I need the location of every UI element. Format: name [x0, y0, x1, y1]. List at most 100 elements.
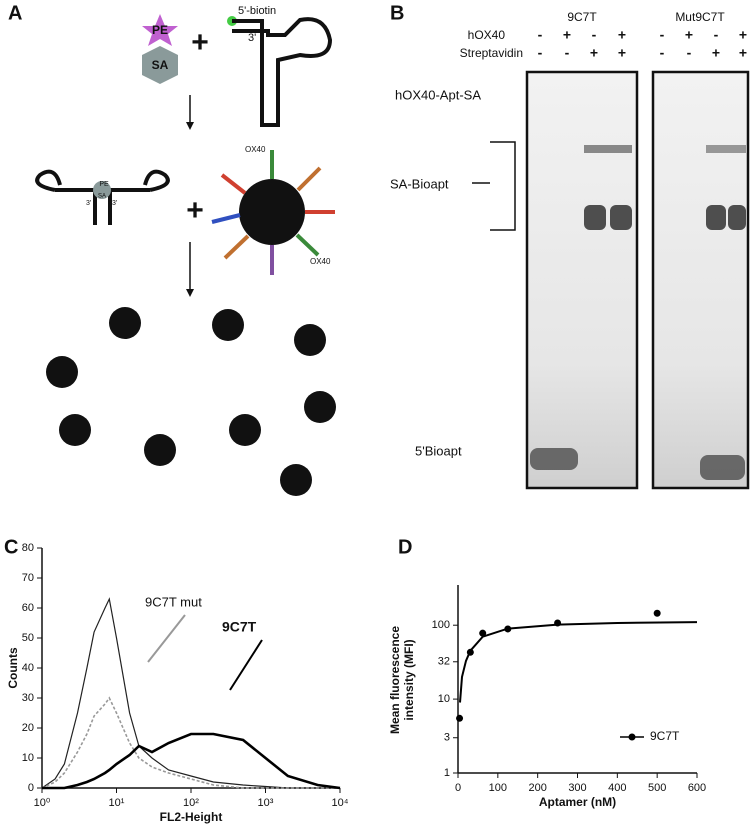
x-tick-label: 600	[688, 782, 706, 794]
lane-sign: -	[660, 27, 665, 43]
three-prime: 3'	[248, 32, 256, 44]
panel-b: B	[390, 2, 750, 490]
lane-sign: +	[739, 45, 747, 61]
x-axis-title: Aptamer (nM)	[539, 795, 616, 809]
annotation-arrow	[229, 639, 263, 691]
lane-sign: +	[618, 45, 626, 61]
y-tick-label: 3	[444, 732, 450, 744]
band-label: hOX40-Apt-SA	[395, 87, 481, 102]
data-point	[456, 714, 464, 722]
y-axis-title: Mean fluorescence	[388, 626, 402, 734]
y-tick-label: 10	[22, 752, 34, 764]
bracket	[472, 141, 516, 231]
y-tick-label: 1	[444, 767, 450, 779]
sa-shape	[142, 46, 178, 84]
complex-sa	[93, 181, 111, 199]
y-axis-title: Counts	[6, 647, 20, 689]
lane-sign: +	[618, 27, 626, 43]
gel-bands	[530, 145, 746, 480]
x-tick-label: 10⁰	[34, 797, 51, 809]
lane-sign: -	[660, 45, 665, 61]
lane-sign: +	[685, 27, 693, 43]
y-tick-label: 60	[22, 602, 34, 614]
x-tick-label: 10¹	[109, 797, 125, 809]
lane-sign: +	[739, 27, 747, 43]
lane-sign: +	[563, 27, 571, 43]
pe-shape	[142, 14, 178, 46]
ox40-label: OX40	[245, 145, 266, 154]
arrow-head	[186, 289, 194, 297]
gel	[525, 70, 639, 490]
x-tick-label: 10²	[183, 797, 199, 809]
annotation-arrow	[147, 614, 186, 663]
lane-sign: -	[565, 45, 570, 61]
row-label: Streptavidin	[460, 46, 523, 60]
series-annotation: 9C7T mut	[145, 594, 202, 609]
data-point	[504, 625, 512, 633]
complex-pe-label: PE	[99, 181, 109, 188]
panel-a: A PE SA + 5'-biotin 3' PE SA 3' 3' + OX4…	[8, 2, 336, 496]
lane-sign: -	[687, 45, 692, 61]
x-tick-label: 0	[455, 782, 461, 794]
lane-sign: -	[714, 27, 719, 43]
panel-label: D	[398, 536, 412, 558]
lane-sign: -	[538, 45, 543, 61]
y-tick-label: 10	[438, 693, 450, 705]
y-tick-label: 100	[432, 619, 450, 631]
y-tick-label: 0	[28, 782, 34, 794]
series-annotation: 9C7T	[222, 619, 257, 635]
histogram-line	[42, 732, 341, 790]
y-tick-label: 80	[22, 542, 34, 554]
plus: +	[186, 194, 204, 227]
panel-label: B	[390, 2, 404, 24]
legend-label: 9C7T	[650, 729, 680, 743]
x-tick-label: 100	[489, 782, 507, 794]
data-point	[554, 619, 562, 627]
group-label: Mut9C7T	[675, 10, 725, 24]
group-label: 9C7T	[567, 10, 597, 24]
ox40-label: OX40	[310, 257, 331, 266]
lane-sign: +	[712, 45, 720, 61]
lane-sign: +	[590, 45, 598, 61]
x-tick-label: 300	[568, 782, 586, 794]
sa-label: SA	[152, 58, 169, 72]
y-tick-label: 50	[22, 632, 34, 644]
band-label: SA-Bioapt	[390, 176, 449, 191]
complex-sa-label: SA	[98, 194, 106, 200]
cell	[239, 179, 305, 245]
legend-marker	[628, 733, 636, 741]
histogram-line	[41, 597, 340, 789]
panel-label: C	[4, 536, 18, 558]
y-tick-label: 40	[22, 662, 34, 674]
row-label: hOX40	[468, 28, 506, 42]
data-point	[479, 629, 487, 637]
y-tick-label: 30	[22, 692, 34, 704]
plus: +	[191, 26, 209, 59]
x-tick-label: 400	[608, 782, 626, 794]
x-tick-label: 10⁴	[332, 797, 349, 809]
fit-curve	[459, 621, 698, 703]
x-tick-label: 500	[648, 782, 666, 794]
lane-sign: -	[538, 27, 543, 43]
data-point	[466, 648, 474, 656]
y-tick-label: 32	[438, 656, 450, 668]
arrow-head	[186, 122, 194, 130]
x-tick-label: 200	[528, 782, 546, 794]
pe-label: PE	[152, 23, 168, 37]
x-axis-title: FL2-Height	[160, 810, 223, 824]
biotin-label: 5'-biotin	[238, 5, 276, 17]
lane-sign: -	[592, 27, 597, 43]
panel-label: A	[8, 2, 22, 24]
gel	[651, 70, 750, 490]
y-tick-label: 20	[22, 722, 34, 734]
y-tick-label: 70	[22, 572, 34, 584]
receptors	[211, 150, 335, 275]
bound-cells	[46, 307, 336, 496]
data-point	[653, 609, 661, 617]
complex-3prime: 3'	[112, 200, 117, 207]
band-label: 5'Bioapt	[415, 443, 462, 458]
aptamer	[232, 17, 333, 127]
complex-3prime: 3'	[86, 200, 91, 207]
